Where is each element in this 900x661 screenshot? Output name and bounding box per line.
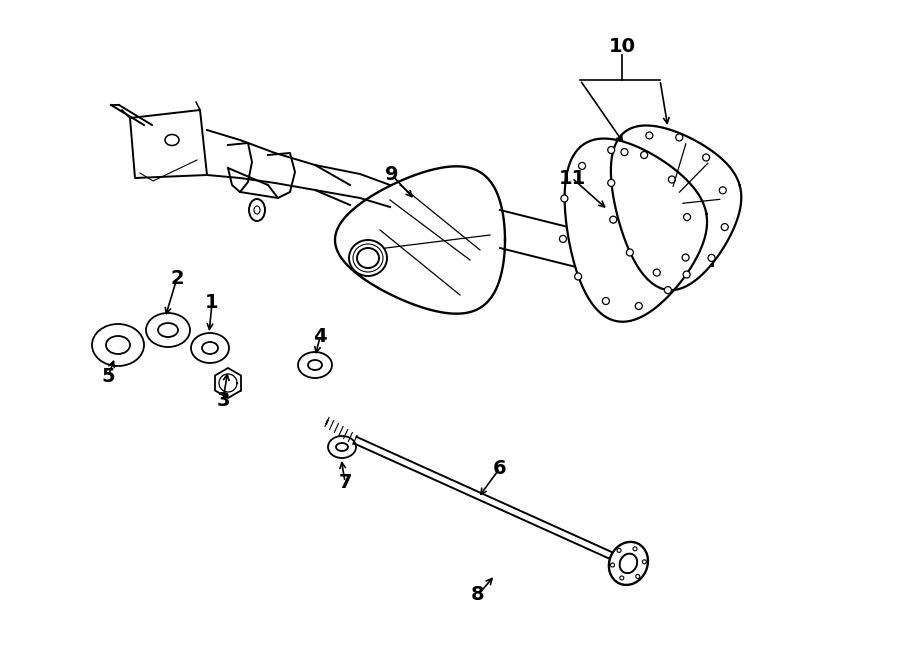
Ellipse shape <box>349 240 387 276</box>
Ellipse shape <box>676 134 683 141</box>
Ellipse shape <box>602 297 609 305</box>
Ellipse shape <box>610 563 615 567</box>
Ellipse shape <box>608 179 615 186</box>
Ellipse shape <box>608 147 615 153</box>
Ellipse shape <box>708 254 715 261</box>
Ellipse shape <box>719 187 726 194</box>
Text: 4: 4 <box>313 327 327 346</box>
Ellipse shape <box>643 560 646 564</box>
Text: 3: 3 <box>216 391 230 410</box>
Ellipse shape <box>641 151 648 159</box>
Ellipse shape <box>106 336 130 354</box>
Ellipse shape <box>703 154 709 161</box>
Ellipse shape <box>635 303 643 309</box>
Text: 1: 1 <box>205 293 219 313</box>
Ellipse shape <box>664 287 671 293</box>
Ellipse shape <box>683 214 690 221</box>
Ellipse shape <box>560 235 566 243</box>
Ellipse shape <box>561 195 568 202</box>
Polygon shape <box>564 139 707 322</box>
Ellipse shape <box>626 249 634 256</box>
Ellipse shape <box>646 132 652 139</box>
Text: 5: 5 <box>101 368 115 387</box>
Ellipse shape <box>579 163 586 169</box>
Ellipse shape <box>653 269 661 276</box>
Text: 7: 7 <box>338 473 352 492</box>
Ellipse shape <box>633 547 637 551</box>
Text: 9: 9 <box>385 165 399 184</box>
Ellipse shape <box>202 342 218 354</box>
Ellipse shape <box>308 360 322 370</box>
Text: 2: 2 <box>170 268 184 288</box>
Text: 6: 6 <box>493 459 507 477</box>
Text: 8: 8 <box>472 586 485 605</box>
Ellipse shape <box>635 574 640 578</box>
Ellipse shape <box>609 216 617 223</box>
Ellipse shape <box>620 576 624 580</box>
Text: 10: 10 <box>608 38 635 56</box>
Ellipse shape <box>617 549 621 553</box>
Ellipse shape <box>721 223 728 231</box>
Ellipse shape <box>574 273 581 280</box>
Polygon shape <box>611 126 742 290</box>
Ellipse shape <box>682 254 689 261</box>
Ellipse shape <box>609 542 648 585</box>
Ellipse shape <box>158 323 178 337</box>
Ellipse shape <box>336 443 348 451</box>
Ellipse shape <box>249 199 265 221</box>
Text: 11: 11 <box>558 169 586 188</box>
Ellipse shape <box>683 271 690 278</box>
Ellipse shape <box>669 176 675 183</box>
Ellipse shape <box>621 149 628 155</box>
